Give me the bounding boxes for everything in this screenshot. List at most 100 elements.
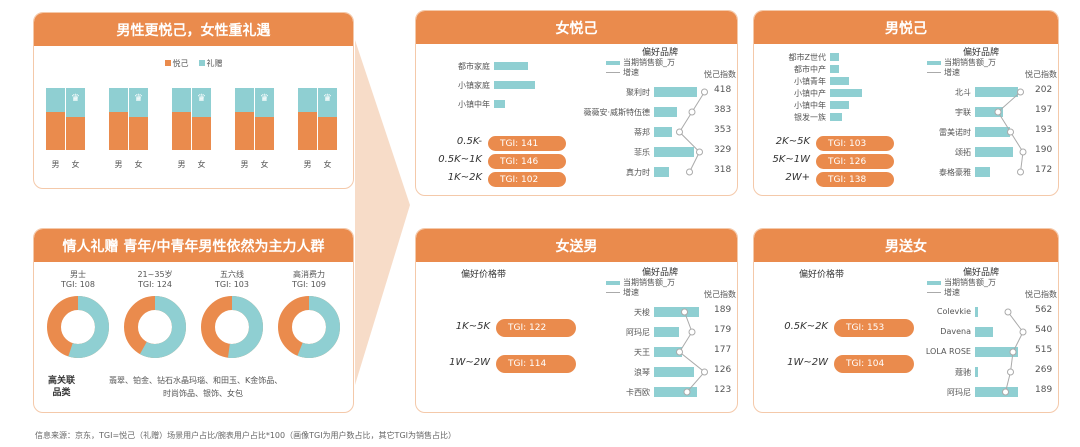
segment-label: 小镇中年 (458, 100, 490, 109)
index-value: 202 (1035, 85, 1053, 95)
brand-name: 聚利时 (626, 88, 650, 97)
index-value: 269 (1035, 365, 1053, 375)
legend-growth: 增速 (606, 67, 639, 78)
growth-point (1004, 308, 1012, 316)
growth-point (676, 128, 683, 136)
growth-polyline (678, 91, 705, 173)
sales-bar (975, 107, 1003, 117)
growth-point (1019, 328, 1027, 336)
bar-male (109, 88, 128, 150)
bar-male (172, 88, 191, 150)
bar-yueji-fill (235, 111, 254, 150)
group-tgi: TGI: 108 (61, 280, 95, 289)
panel-nan-song-nv: 男送女 偏好价格带 0.5K~2K TGI: 153 1W~2W TGI: 104 偏好品牌… (753, 228, 1059, 413)
brand-name: 阿玛尼 (626, 328, 650, 337)
sales-bar (654, 307, 699, 317)
index-title: 悦己指数 (1025, 70, 1057, 79)
bar-yueji-fill (129, 117, 148, 150)
brand-name: 浪琴 (634, 368, 650, 377)
legend-sales: 当期销售额_万 (606, 277, 675, 288)
segment-bar (494, 62, 528, 70)
brand-name: 天王 (634, 348, 650, 357)
bar-yueji-fill (172, 111, 191, 150)
female-label: 女 (260, 160, 269, 169)
tgi-pill: TGI: 102 (488, 172, 566, 187)
bar-yueji-fill (192, 117, 211, 150)
bar-female: ♛ (129, 88, 148, 150)
tgi-pill: TGI: 126 (816, 154, 894, 169)
sales-bar (975, 147, 1013, 157)
brand-name: 宇联 (955, 108, 971, 117)
sales-bar (975, 307, 978, 317)
brand-name: 颂拓 (955, 148, 971, 157)
panel-title: 情人礼赠 青年/中青年男性依然为主力人群 (34, 229, 353, 262)
bar-female: ♛ (255, 88, 274, 150)
panel-gift-audience: 情人礼赠 青年/中青年男性依然为主力人群 男士 TGI: 108 21~35岁 TGI… (33, 228, 354, 413)
group-name: 高消费力 (293, 270, 325, 279)
segment-label: 小镇中产 (794, 89, 826, 98)
segment-bar (830, 113, 843, 121)
group-tgi: TGI: 124 (138, 280, 172, 289)
panel-title: 女悦己 (416, 11, 737, 44)
legend-lizeng: 礼赠 (198, 58, 223, 69)
legend-growth: 增速 (927, 287, 960, 298)
crown-icon: ♛ (197, 93, 206, 104)
male-label: 男 (51, 160, 60, 169)
brand-name: 菲乐 (634, 148, 650, 157)
tgi-pill: TGI: 153 (834, 319, 914, 337)
price-band-label: 5K~1W (772, 154, 810, 165)
sales-bar (654, 387, 697, 397)
sales-bar (654, 367, 694, 377)
sales-bar (654, 347, 682, 357)
bar-male (46, 88, 65, 150)
segment-bar (830, 77, 850, 85)
male-label: 男 (303, 160, 312, 169)
sales-bar (654, 87, 697, 97)
legend: 悦己 礼赠 (34, 58, 353, 69)
male-label: 男 (177, 160, 186, 169)
bar-yueji-fill (255, 117, 274, 150)
brand-name: 雷美诺时 (939, 128, 971, 137)
index-value: 123 (714, 385, 732, 395)
sales-bar (654, 327, 679, 337)
donut-chart (124, 296, 186, 358)
growth-line (994, 88, 1027, 176)
growth-point (701, 368, 708, 376)
panel-title: 男送女 (754, 229, 1058, 262)
index-value: 172 (1035, 165, 1053, 175)
brand-name: 阿玛尼 (947, 388, 971, 397)
index-title: 悦己指数 (704, 70, 736, 79)
brand-name: Davena (940, 327, 971, 336)
price-band-label: 0.5K~1K (438, 154, 482, 165)
segment-label: 都市家庭 (458, 62, 490, 71)
price-band-label: 2W+ (785, 172, 810, 183)
sales-bar (654, 127, 672, 137)
price-band-label: 1K~5K (455, 321, 490, 332)
sales-bar (975, 347, 1018, 357)
tgi-pill: TGI: 104 (834, 355, 914, 373)
brand-title: 偏好品牌 (642, 48, 679, 58)
growth-point (696, 148, 703, 156)
group-name: 五六线 (220, 270, 244, 279)
segment-label: 银发一族 (794, 113, 826, 122)
sales-bar (975, 387, 1018, 397)
price-title: 偏好价格带 (461, 270, 507, 280)
sales-bar (654, 167, 669, 177)
segment-label: 都市中产 (794, 65, 826, 74)
growth-point (1002, 388, 1009, 396)
segment-bar (494, 81, 535, 89)
donut-chart (201, 296, 263, 358)
growth-point (688, 108, 696, 116)
panel-nan-yueji: 男悦己 都市Z世代 都市中产 小镇青年 小镇中产 小镇中年 银发一族 2K~5K TGI: 10… (753, 10, 1059, 196)
female-label: 女 (197, 160, 206, 169)
bar-yueji-fill (46, 111, 65, 150)
donut-share (47, 296, 109, 358)
panel-title: 男性更悦己，女性重礼遇 (34, 13, 353, 46)
growth-polyline (678, 311, 706, 393)
brand-name: 卡西欧 (626, 388, 650, 397)
legend-sales: 当期销售额_万 (927, 277, 996, 288)
index-value: 189 (1035, 385, 1053, 395)
legend-growth: 增速 (927, 67, 960, 78)
price-band-label: 1W~2W (787, 357, 828, 368)
panel-gender-preference: 男性更悦己，女性重礼遇 悦己 礼赠 男 ♛ 女 男 ♛ 女 男 ♛ 女 男 ♛ 女 男 ♛ 女 (33, 12, 354, 189)
